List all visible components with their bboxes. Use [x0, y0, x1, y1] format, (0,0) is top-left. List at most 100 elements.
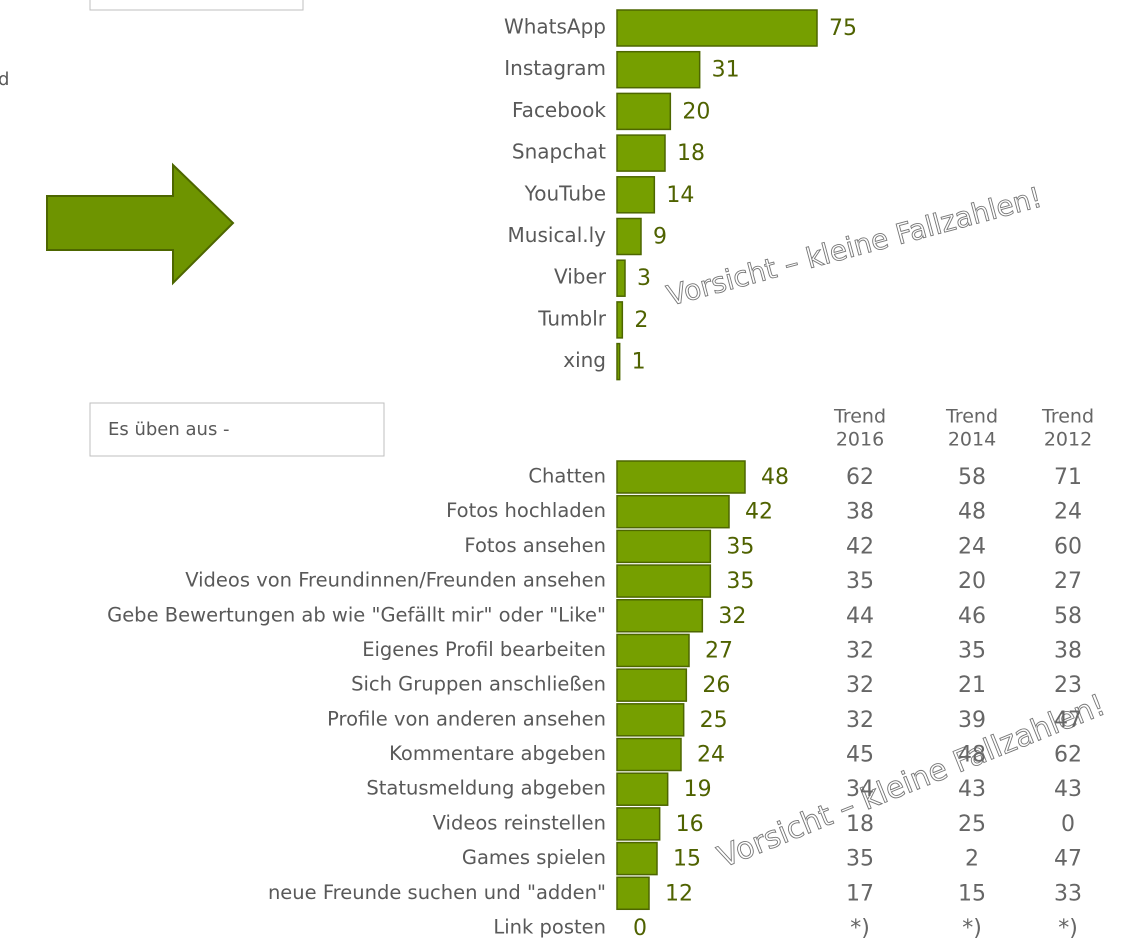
- bar: [616, 841, 658, 876]
- value-label: 9: [653, 225, 667, 250]
- trend-header: Trend: [945, 406, 998, 428]
- warning-annotation: Vorsicht – kleine Fallzahlen!: [713, 688, 1110, 876]
- category-label: Videos von Freundinnen/Freunden ansehen: [185, 569, 606, 592]
- category-label: Facebook: [512, 98, 606, 122]
- bar: [616, 633, 690, 668]
- value-label: 25: [700, 708, 728, 733]
- trend-value: 35: [846, 569, 874, 594]
- bar: [616, 176, 656, 214]
- trend-value: 27: [1054, 569, 1082, 594]
- value-label: 24: [697, 743, 725, 768]
- trend-value: 24: [958, 534, 986, 559]
- trend-value: *): [962, 916, 982, 941]
- arrow: [46, 162, 235, 286]
- trend-header: 2016: [836, 429, 884, 451]
- category-label: Sich Gruppen anschließen: [351, 673, 606, 696]
- value-label: 14: [666, 183, 694, 208]
- category-label: Link posten: [493, 915, 606, 938]
- category-label: Games spielen: [462, 846, 606, 869]
- trend-value: 46: [958, 604, 986, 629]
- value-label: 16: [676, 812, 704, 837]
- category-label: Eigenes Profil bearbeiten: [362, 638, 606, 661]
- trend-value: 60: [1054, 534, 1082, 559]
- chart-title: Es üben aus -: [108, 419, 230, 440]
- trend-value: 47: [1054, 708, 1082, 733]
- trend-value: 42: [846, 534, 874, 559]
- trend-value: 62: [846, 465, 874, 490]
- trend-value: 24: [1054, 500, 1082, 525]
- value-label: 18: [677, 141, 705, 166]
- trend-value: 38: [1054, 638, 1082, 663]
- category-label: WhatsApp: [504, 15, 606, 39]
- value-label: 32: [718, 604, 746, 629]
- value-label: 19: [684, 777, 712, 802]
- trend-value: 32: [846, 638, 874, 663]
- category-label: Kommentare abgeben: [389, 742, 606, 765]
- trend-value: 38: [846, 500, 874, 525]
- bar: [616, 494, 730, 529]
- category-label: Musical.ly: [508, 223, 607, 247]
- category-label: Instagram: [504, 56, 606, 80]
- bar: [616, 772, 669, 806]
- trend-header: Trend: [1041, 406, 1094, 428]
- trend-value: 17: [846, 881, 874, 906]
- value-label: 48: [761, 465, 789, 490]
- value-label: 1: [632, 350, 646, 375]
- bar: [616, 50, 701, 89]
- bar: [616, 668, 688, 702]
- trend-value: 43: [958, 777, 986, 802]
- trend-value: 0: [1061, 812, 1075, 837]
- category-label: Profile von anderen ansehen: [327, 707, 606, 730]
- value-label: 42: [745, 500, 773, 525]
- trend-value: 20: [958, 569, 986, 594]
- value-label: 12: [665, 881, 693, 906]
- trend-value: 23: [1054, 673, 1082, 698]
- bar: [616, 529, 712, 564]
- trend-value: 21: [958, 673, 986, 698]
- value-label: 27: [705, 638, 733, 663]
- trend-value: 48: [958, 500, 986, 525]
- trend-value: 45: [846, 743, 874, 768]
- warning-annotation: Vorsicht – kleine Fallzahlen!: [663, 181, 1045, 313]
- value-label: 31: [712, 58, 740, 83]
- value-label: 75: [829, 16, 857, 41]
- category-label: Fotos hochladen: [446, 499, 606, 522]
- bar: [616, 599, 704, 633]
- category-label: Gebe Bewertungen ab wie "Gefällt mir" od…: [107, 603, 606, 626]
- bar: [616, 737, 682, 772]
- category-label: Fotos ansehen: [464, 534, 606, 557]
- category-label: Viber: [554, 265, 607, 289]
- trend-value: 48: [958, 743, 986, 768]
- bar: [616, 342, 621, 381]
- value-label: 3: [637, 266, 651, 291]
- bar: [616, 564, 712, 598]
- cut-text: d: [0, 69, 9, 90]
- value-label: 2: [634, 308, 648, 333]
- trend-value: 39: [958, 708, 986, 733]
- bar: [616, 92, 672, 131]
- trend-value: 71: [1054, 465, 1082, 490]
- trend-value: 34: [846, 777, 874, 802]
- bar: [616, 9, 818, 47]
- trend-header: 2014: [948, 429, 996, 451]
- value-label: 35: [726, 569, 754, 594]
- trend-value: 47: [1054, 847, 1082, 872]
- value-label: 0: [633, 916, 647, 941]
- trend-value: 15: [958, 881, 986, 906]
- title-box: [89, 402, 385, 457]
- trend-value: *): [850, 916, 870, 941]
- trend-value: 33: [1054, 881, 1082, 906]
- category-label: Tumblr: [537, 306, 607, 330]
- category-label: neue Freunde suchen und "adden": [268, 881, 606, 904]
- trend-value: 18: [846, 812, 874, 837]
- trend-header: Trend: [833, 406, 886, 428]
- category-label: Chatten: [528, 465, 606, 488]
- trend-value: 62: [1054, 743, 1082, 768]
- trend-value: 2: [965, 847, 979, 872]
- category-label: YouTube: [524, 181, 606, 205]
- trend-value: 32: [846, 708, 874, 733]
- value-label: 26: [702, 673, 730, 698]
- trend-value: 58: [958, 465, 986, 490]
- trend-value: 25: [958, 812, 986, 837]
